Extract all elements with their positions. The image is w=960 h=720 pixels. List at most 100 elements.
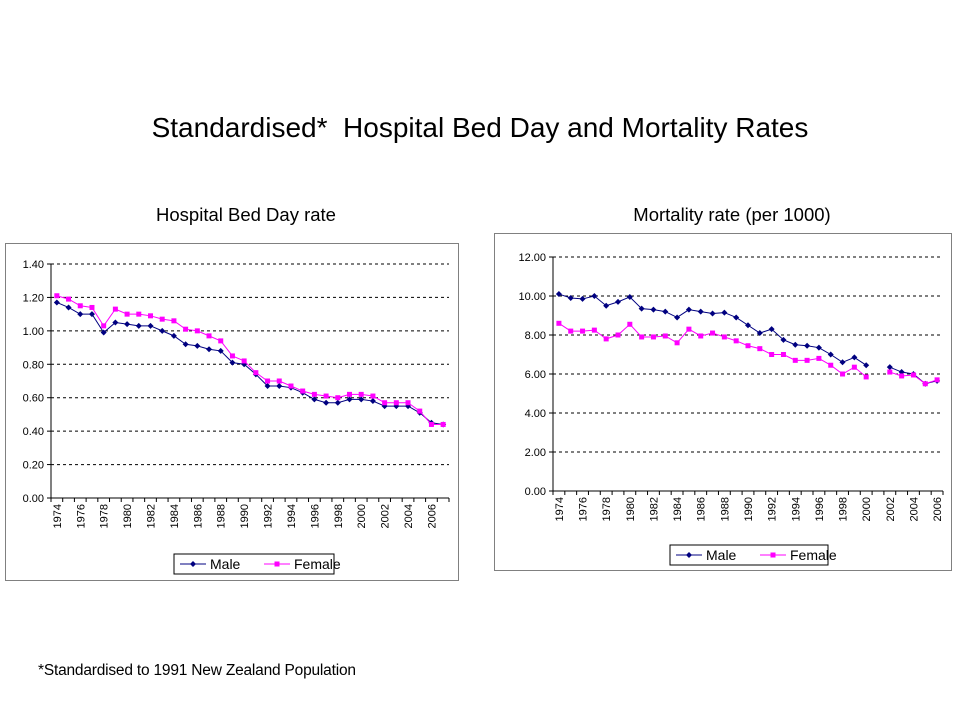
bed-day-female-point [183, 326, 189, 332]
bed-day-female-point [89, 304, 95, 310]
bed-day-male-point [65, 304, 72, 311]
bed-day-chart-plot: 0.00 0.20 0.40 0.60 0.80 1.00 1.20 1.40 1974 1976… [23, 259, 450, 575]
bed-day-male-point [358, 396, 365, 403]
bed-day-female-point [136, 311, 142, 317]
mortality-y-tick-label: 4.00 [525, 408, 546, 420]
mortality-female-point [899, 373, 905, 379]
mortality-male-point [827, 351, 834, 358]
bed-day-x-tick-label: 1986 [192, 504, 204, 528]
mortality-male-point [674, 314, 681, 321]
mortality-female-point [674, 340, 680, 346]
bed-day-female-point [276, 378, 282, 384]
bed-day-male-point [77, 311, 84, 318]
bed-day-male-point [264, 383, 271, 390]
mortality-legend-label: Male [706, 547, 737, 563]
bed-day-x-tick-label: 1992 [263, 504, 275, 528]
mortality-x-tick-label: 1994 [790, 497, 802, 521]
bed-day-male-point [241, 361, 248, 368]
bed-day-female-point [253, 370, 259, 376]
mortality-female-point [910, 372, 916, 378]
bed-day-female-point [358, 391, 364, 397]
bed-day-female-point [218, 338, 224, 344]
bed-day-male-point [381, 403, 388, 410]
mortality-male-point [756, 330, 763, 337]
bed-day-y-tick-label: 0.00 [23, 493, 44, 505]
bed-day-x-tick-label: 2004 [403, 504, 415, 528]
mortality-female-point [662, 333, 668, 339]
bed-day-series-male-line [56, 301, 444, 425]
bed-day-male-point [334, 399, 341, 406]
bed-day-y-tick-label: 1.40 [23, 259, 44, 271]
mortality-legend-label: Female [790, 547, 837, 563]
mortality-y-tick-label: 0.00 [525, 486, 546, 498]
bed-day-x-tick-label: 1974 [52, 504, 64, 528]
mortality-female-point [650, 334, 656, 340]
bed-day-legend-label: Male [210, 556, 241, 572]
bed-day-male-point [112, 319, 119, 326]
mortality-female-point [615, 332, 621, 338]
bed-day-y-tick-label: 1.20 [23, 292, 44, 304]
mortality-x-tick-label: 1990 [743, 497, 755, 521]
mortality-x-tick-label: 1986 [696, 497, 708, 521]
bed-day-x-tick-label: 1988 [216, 504, 228, 528]
mortality-male-point [662, 308, 669, 315]
mortality-female-point [556, 320, 562, 326]
mortality-female-point [804, 357, 810, 363]
bed-day-male-point [88, 311, 95, 318]
mortality-female-point [686, 326, 692, 332]
mortality-female-point [591, 327, 597, 333]
bed-day-female-point [335, 395, 341, 401]
mortality-x-tick-label: 2006 [932, 497, 944, 521]
mortality-female-point [627, 321, 633, 327]
mortality-x-tick-label: 1996 [814, 497, 826, 521]
bed-day-male-point [206, 346, 213, 353]
bed-day-female-point [393, 400, 399, 406]
bed-day-y-tick-label: 0.80 [23, 359, 44, 371]
page-title: Standardised* Hospital Bed Day and Morta… [151, 112, 809, 143]
mortality-female-point [603, 336, 609, 342]
bed-day-chart-heading: Hospital Bed Day rate [156, 204, 336, 225]
mortality-x-tick-label: 1978 [601, 497, 613, 521]
mortality-male-point [615, 298, 621, 305]
mortality-x-tick-label: 1992 [767, 497, 779, 521]
bed-day-female-point [241, 358, 247, 364]
bed-day-x-tick-label: 1998 [333, 504, 345, 528]
bed-day-male-point [276, 383, 283, 390]
bed-day-female-point [417, 408, 423, 414]
bed-day-female-point [347, 391, 352, 397]
bed-day-x-tick-label: 1996 [309, 504, 321, 528]
bed-day-male-point [194, 342, 201, 349]
bed-day-male-point [124, 321, 131, 328]
bed-day-x-tick-label: 1976 [75, 504, 87, 528]
bed-day-legend-marker [274, 561, 280, 567]
mortality-male-point [685, 306, 692, 313]
bed-day-female-point [382, 400, 388, 406]
bed-day-male-point [53, 299, 60, 306]
mortality-male-point [638, 305, 645, 312]
bed-day-x-tick-label: 1984 [169, 504, 181, 528]
bed-day-male-point [135, 322, 142, 329]
mortality-female-point [863, 374, 869, 380]
mortality-male-point [697, 308, 704, 315]
bed-day-female-point [54, 293, 60, 299]
mortality-male-point [709, 310, 716, 317]
mortality-male-point [591, 293, 598, 299]
bed-day-male-point [182, 341, 189, 348]
mortality-male-point [804, 342, 811, 349]
bed-day-male-point [100, 329, 107, 336]
bed-day-male-point [369, 398, 376, 405]
mortality-male-point [839, 359, 846, 366]
mortality-legend-marker [686, 552, 692, 558]
bed-day-y-tick-label: 0.20 [23, 460, 44, 472]
mortality-male-point [567, 294, 574, 301]
mortality-x-tick-label: 1982 [648, 497, 660, 521]
mortality-female-point [769, 352, 775, 357]
bed-day-series-female-line [56, 295, 444, 425]
bed-day-legend-marker [190, 561, 196, 567]
bed-day-female-point [370, 393, 376, 399]
mortality-male-point [721, 309, 728, 316]
bed-day-female-point [101, 323, 107, 329]
bed-day-female-point [300, 388, 306, 394]
mortality-x-tick-label: 1976 [578, 497, 590, 521]
bed-day-female-point [194, 328, 200, 334]
